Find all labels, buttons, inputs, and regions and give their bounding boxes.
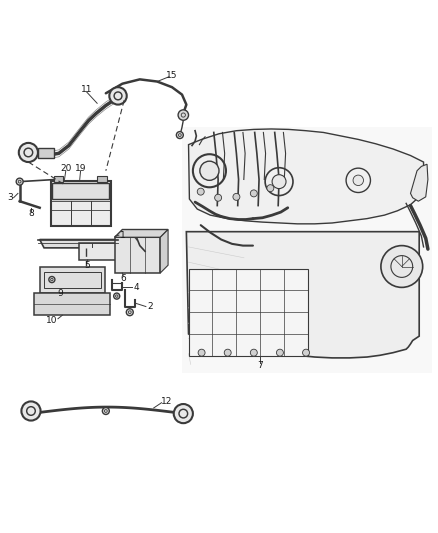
Text: 19: 19: [75, 164, 86, 173]
Text: 8: 8: [28, 209, 34, 218]
Circle shape: [381, 246, 423, 287]
Circle shape: [267, 184, 274, 192]
Circle shape: [49, 277, 55, 282]
Circle shape: [198, 349, 205, 356]
Circle shape: [276, 349, 283, 356]
Text: 9: 9: [57, 289, 63, 298]
Circle shape: [178, 110, 188, 120]
Circle shape: [177, 132, 184, 139]
Bar: [44, 272, 101, 288]
Text: 1: 1: [120, 231, 125, 240]
Circle shape: [353, 175, 364, 185]
Circle shape: [174, 404, 193, 423]
Circle shape: [197, 188, 204, 195]
Polygon shape: [115, 230, 168, 237]
Bar: [182, 127, 432, 373]
Bar: [79, 243, 116, 260]
Text: 12: 12: [161, 397, 173, 406]
Polygon shape: [186, 232, 419, 358]
Circle shape: [114, 293, 120, 299]
Text: 6: 6: [120, 274, 126, 282]
FancyBboxPatch shape: [38, 148, 54, 158]
Text: 10: 10: [46, 316, 57, 325]
Bar: [97, 176, 107, 182]
Circle shape: [200, 161, 219, 180]
Circle shape: [272, 175, 286, 189]
Text: 5: 5: [84, 261, 89, 270]
Text: 2: 2: [148, 302, 153, 311]
Bar: [52, 182, 110, 199]
Polygon shape: [160, 230, 168, 273]
Circle shape: [303, 349, 310, 356]
Circle shape: [251, 349, 257, 356]
Bar: [34, 294, 110, 315]
Text: 7: 7: [258, 361, 263, 370]
Polygon shape: [188, 129, 424, 224]
Circle shape: [19, 143, 38, 162]
Circle shape: [215, 194, 222, 201]
Text: 11: 11: [81, 85, 92, 94]
Polygon shape: [410, 164, 428, 201]
Circle shape: [251, 190, 257, 197]
Bar: [115, 237, 160, 273]
Circle shape: [126, 309, 133, 316]
Polygon shape: [40, 239, 122, 248]
Circle shape: [102, 408, 110, 415]
Circle shape: [16, 178, 23, 185]
Circle shape: [224, 349, 231, 356]
Bar: [53, 176, 63, 182]
Circle shape: [233, 193, 240, 200]
Text: 3: 3: [7, 193, 13, 202]
Text: 20: 20: [60, 164, 71, 173]
Circle shape: [21, 401, 41, 421]
Circle shape: [110, 87, 127, 104]
Bar: [40, 268, 105, 293]
FancyBboxPatch shape: [50, 181, 111, 226]
Text: 4: 4: [134, 283, 139, 292]
Bar: [188, 269, 308, 356]
Text: 15: 15: [166, 70, 178, 79]
